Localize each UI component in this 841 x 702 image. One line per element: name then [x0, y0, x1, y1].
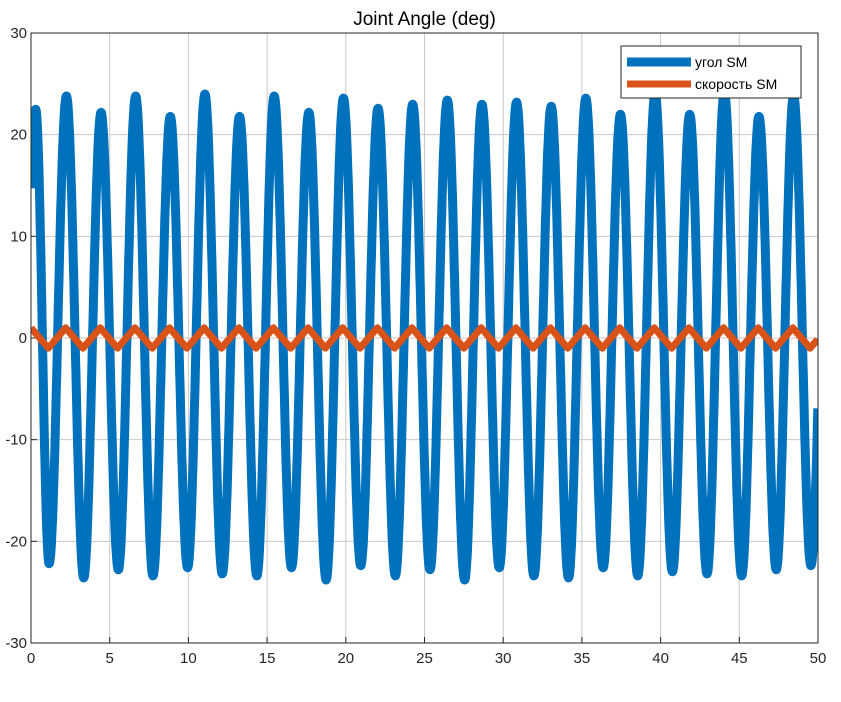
y-tick-label: -10 — [5, 432, 27, 449]
x-tick-label: 10 — [180, 650, 197, 667]
axes-frame — [30, 32, 819, 644]
y-tick-label: 30 — [10, 25, 27, 42]
legend-label: угол SM — [695, 54, 747, 70]
series-line-ugol-sm — [31, 87, 818, 585]
legend-box — [620, 45, 802, 99]
legend-label: скорость SM — [695, 76, 777, 92]
series-line-skorost-sm — [31, 324, 818, 352]
plot-series — [31, 87, 818, 585]
x-tick-label: 30 — [495, 650, 512, 667]
x-tick-label: 0 — [27, 650, 35, 667]
y-tick-label: -30 — [5, 635, 27, 652]
y-tick-label: 0 — [19, 330, 27, 347]
x-tick-label: 50 — [810, 650, 827, 667]
x-tick-label: 15 — [259, 650, 276, 667]
y-tick-label: -20 — [5, 533, 27, 550]
y-tick-label: 20 — [10, 127, 27, 144]
y-tick-label: 10 — [10, 228, 27, 245]
x-tick-label: 35 — [574, 650, 591, 667]
chart-title: Joint Angle (deg) — [353, 9, 496, 30]
x-tick-label: 25 — [416, 650, 433, 667]
x-tick-label: 45 — [731, 650, 748, 667]
x-tick-label: 40 — [652, 650, 669, 667]
x-tick-label: 20 — [337, 650, 354, 667]
tick-labels: 0 5 10 15 20 25 30 35 40 45 50 30 20 10 0 -10 -20 -30 — [5, 25, 826, 667]
legend: угол SM скорость SM — [620, 45, 802, 99]
x-tick-label: 5 — [106, 650, 114, 667]
